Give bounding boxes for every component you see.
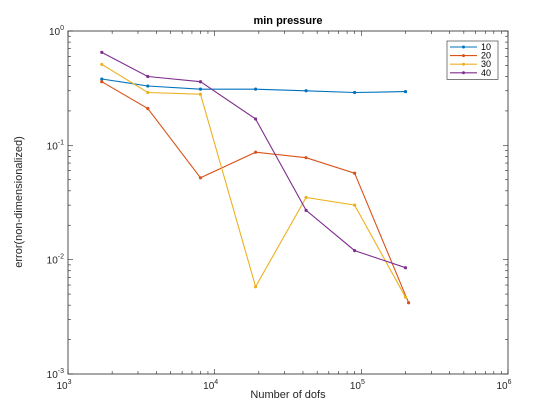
legend-label: 20 [481, 51, 491, 61]
data-point [198, 176, 203, 180]
data-point [304, 208, 308, 212]
x-tick-label: 105 [350, 379, 365, 392]
data-point [403, 266, 408, 270]
y-tick-label: 10-1 [47, 139, 64, 152]
data-point [146, 74, 150, 79]
data-point [304, 89, 308, 93]
data-point [100, 50, 104, 54]
legend-label: 40 [481, 68, 491, 78]
axis-ticks: 103 104 105 106 10-3 10-2 10-1 100 [47, 25, 512, 392]
data-point [403, 295, 408, 299]
legend-label: 30 [481, 59, 491, 69]
data-point [100, 62, 104, 67]
plot-border [67, 30, 509, 375]
series-10 [100, 77, 408, 95]
plot-frame [67, 30, 509, 375]
series-40 [100, 50, 408, 270]
legend-marker [462, 54, 465, 58]
data-point [403, 90, 408, 94]
series-20 [100, 80, 411, 305]
x-tick-label: 104 [203, 379, 218, 392]
y-tick-label: 10-2 [47, 254, 64, 267]
data-point [146, 106, 150, 111]
data-point [253, 87, 258, 91]
data-point [253, 150, 258, 154]
legend-marker [462, 45, 465, 49]
data-point [353, 171, 357, 175]
legend-item-40: 40 [450, 68, 491, 78]
legend-marker [462, 62, 465, 66]
y-tick-label: 100 [49, 25, 64, 38]
series-layer [100, 50, 411, 305]
data-point [353, 203, 357, 207]
data-point [253, 285, 258, 289]
data-point [304, 156, 308, 160]
x-tick-label: 106 [496, 379, 511, 392]
data-point [406, 301, 411, 305]
x-axis-title: Number of dofs [250, 389, 326, 401]
data-point [304, 195, 308, 200]
y-tick-label: 10-3 [47, 368, 64, 381]
series-30 [100, 62, 408, 299]
y-axis-title: error(non-dimensionalized) [13, 136, 25, 267]
chart-title: min pressure [253, 15, 322, 27]
legend-label: 10 [481, 42, 491, 52]
series-line-20 [101, 81, 410, 303]
data-point [146, 84, 150, 88]
data-point [146, 90, 150, 95]
data-point [198, 92, 203, 96]
data-point [100, 77, 104, 81]
series-line-30 [101, 63, 406, 298]
data-point [198, 80, 203, 84]
data-point [198, 87, 203, 91]
legend-item-30: 30 [450, 59, 491, 69]
legend-item-10: 10 [450, 42, 491, 52]
legend-item-20: 20 [450, 51, 491, 61]
data-point [353, 249, 357, 253]
x-tick-label: 103 [56, 379, 71, 392]
data-point [100, 80, 104, 84]
legend-marker [462, 71, 465, 75]
data-point [253, 117, 258, 121]
data-point [353, 90, 357, 95]
